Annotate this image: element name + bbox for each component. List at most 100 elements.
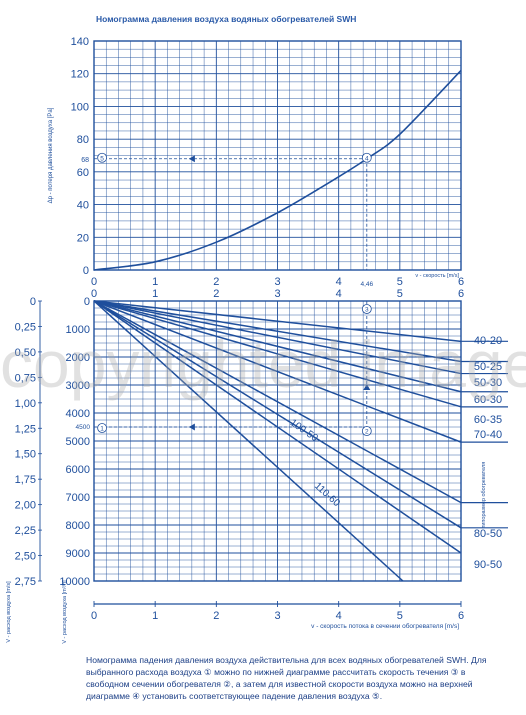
nomogram-note: Номограмма падения давления воздуха дейс… <box>86 655 487 701</box>
x-tick-label: 1 <box>152 276 158 288</box>
y2-tick-label: 0,75 <box>15 372 36 384</box>
marker-2 <box>361 426 372 436</box>
y-tick-label: 140 <box>71 36 89 48</box>
heater-line-50-25 <box>93 300 462 363</box>
y-tick-label: 10000 <box>59 576 90 588</box>
y2-tick-label: 0 <box>30 296 36 308</box>
y-tick-label: 100 <box>71 101 89 113</box>
heater-label-40-20: 40-20 <box>474 335 502 347</box>
arrow-up-icon <box>363 384 371 390</box>
heater-line-50-30 <box>93 300 462 375</box>
y-tick-label: 80 <box>77 134 89 146</box>
y-tick-label: 3000 <box>66 380 90 392</box>
heater-label-80-50: 80-50 <box>474 528 502 540</box>
y2-tick-label: 2,00 <box>15 500 36 512</box>
heater-line-90-50 <box>93 300 462 529</box>
y2-tick-label: 1,25 <box>15 423 36 435</box>
x-tick-label: 5 <box>397 276 403 288</box>
heater-label-90-50: 90-50 <box>474 559 502 571</box>
heater-label-50-30: 50-30 <box>474 377 502 389</box>
heater-line-100-50 <box>93 300 462 554</box>
y-tick-label: 60 <box>77 167 89 179</box>
y2-tick-label: 2,25 <box>15 525 36 537</box>
x-tick-label: 6 <box>458 276 464 288</box>
y2-tick-label: 2,75 <box>15 576 36 588</box>
pressure-reading-label: 68 <box>81 157 89 164</box>
plot-frame-top <box>93 40 462 271</box>
y-tick-label: 2000 <box>66 352 90 364</box>
speed-reading-label: 4,46 <box>360 281 373 288</box>
arrow-left-icon <box>188 423 195 431</box>
marker-5 <box>97 152 108 163</box>
heater-line-70-40 <box>93 300 462 443</box>
x-tick-label: 2 <box>213 610 219 622</box>
x-tick-label: 0 <box>91 276 97 288</box>
y-tick-label: 120 <box>71 69 89 81</box>
x-axis-label: v - скорость потока в сечении обогревате… <box>311 622 459 630</box>
heater-line-60-30 <box>93 300 462 393</box>
heater-line-80-50 <box>93 300 462 504</box>
x-tick-label: 0 <box>91 610 97 622</box>
x-axis-label: v - скорость [m/s] <box>415 273 459 279</box>
y-tick-label: 7000 <box>66 492 90 504</box>
x-tick-label: 4 <box>336 276 342 288</box>
y-tick-label: 4000 <box>66 408 90 420</box>
x-tick-label-top: 1 <box>152 288 158 300</box>
x-tick-label-top: 6 <box>458 288 464 300</box>
heater-label-110-60: 110-60 <box>312 481 342 510</box>
marker-5-label: 5 <box>100 155 104 162</box>
x-tick-label: 4 <box>336 610 342 622</box>
x-tick-label: 6 <box>458 610 464 622</box>
y-tick-label: 20 <box>77 232 89 244</box>
heater-line-40-20 <box>93 300 462 343</box>
plot-frame-bottom <box>93 300 462 582</box>
y2-tick-label: 1,50 <box>15 449 36 461</box>
chart-title: Номограмма давления воздуха водяных обог… <box>96 14 357 24</box>
marker-1 <box>97 423 108 433</box>
heater-line-110-60 <box>93 300 404 582</box>
y-tick-label: 0 <box>83 265 89 277</box>
y2-tick-label: 1,00 <box>15 398 36 410</box>
x-tick-label-top: 4 <box>336 288 342 300</box>
x-tick-label: 1 <box>152 610 158 622</box>
x-tick-label-top: 2 <box>213 288 219 300</box>
heater-label-60-30: 60-30 <box>474 394 502 406</box>
marker-2-label: 2 <box>365 429 369 436</box>
x-tick-label: 3 <box>274 610 280 622</box>
y-tick-label: 40 <box>77 200 89 212</box>
pressure-drop-curve <box>93 69 462 271</box>
x-tick-label: 3 <box>274 276 280 288</box>
marker-1-label: 1 <box>100 426 104 433</box>
x-tick-label: 2 <box>213 276 219 288</box>
marker-4-label: 4 <box>365 155 369 162</box>
y-tick-label: 6000 <box>66 464 90 476</box>
y-axis-label: V - расход воздуха [m³/h] <box>62 580 68 644</box>
y-tick-label: 0 <box>84 296 90 308</box>
x-tick-label-top: 3 <box>274 288 280 300</box>
y2-tick-label: 2,50 <box>15 551 36 563</box>
heater-label-70-40: 70-40 <box>474 429 502 441</box>
y-tick-label: 1000 <box>66 324 90 336</box>
x-tick-label-top: 5 <box>397 288 403 300</box>
heater-label-50-25: 50-25 <box>474 361 502 373</box>
arrow-left-icon <box>188 155 195 163</box>
y2-axis-label: V - расход воздуха [m/s] <box>6 581 12 643</box>
x-tick-label: 5 <box>397 610 403 622</box>
y-tick-label: 9000 <box>66 548 90 560</box>
right-axis-label: типоразмер обогревателя <box>481 462 487 528</box>
y2-tick-label: 1,75 <box>15 474 36 486</box>
heater-label-60-35: 60-35 <box>474 414 502 426</box>
y2-tick-label: 0,25 <box>15 321 36 333</box>
y-tick-label: 5000 <box>66 436 90 448</box>
y-axis-label: Δp - потеря давления воздуха [Pa] <box>48 107 54 203</box>
marker-4 <box>361 152 372 163</box>
heater-label-100-50: 100-50 <box>288 417 320 444</box>
y-tick-label: 8000 <box>66 520 90 532</box>
marker-3-label: 3 <box>365 307 369 314</box>
y2-tick-label: 0,50 <box>15 347 36 359</box>
flow-reading-label: 4500 <box>76 424 91 431</box>
marker-3 <box>361 304 372 314</box>
x-tick-label-top: 0 <box>91 288 97 300</box>
heater-line-60-35 <box>93 300 462 408</box>
